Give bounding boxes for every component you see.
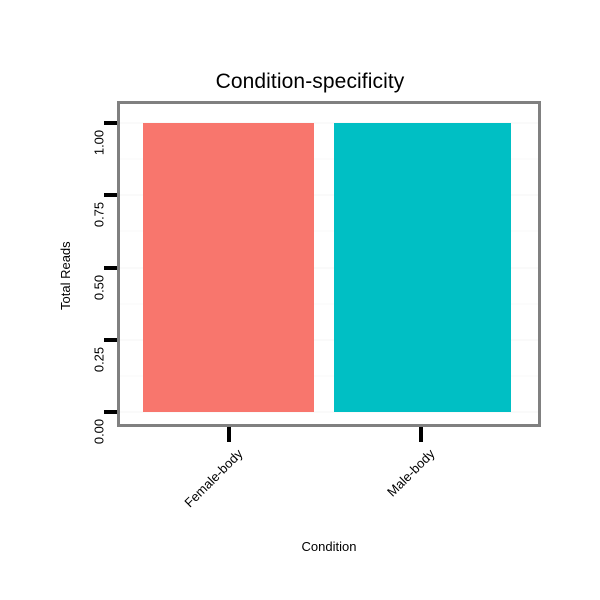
y-tick-mark (104, 193, 117, 198)
bar[interactable] (143, 123, 314, 412)
chart-title: Condition-specificity (215, 70, 405, 93)
gridline-major (120, 122, 538, 124)
gridline-minor (120, 230, 538, 233)
y-tick-label: 1.00 (91, 129, 107, 156)
gridline-minor (120, 158, 538, 161)
plot-panel-inner (120, 104, 538, 424)
x-tick-mark (227, 427, 231, 442)
bar[interactable] (334, 123, 511, 412)
y-tick-label: 0.50 (91, 274, 107, 300)
y-axis-title: Total Reads (58, 241, 73, 310)
gridline-major (120, 338, 538, 341)
gridline-major (120, 266, 538, 269)
gridline-major (120, 411, 538, 413)
x-tick-mark (419, 427, 423, 442)
y-tick-label: 0.00 (91, 418, 107, 445)
x-tick-label: Male-body (384, 446, 438, 500)
y-tick-mark (104, 265, 117, 270)
y-tick-label: 0.25 (91, 346, 107, 372)
x-tick-label: Female-body (181, 446, 246, 511)
y-tick-mark (104, 410, 117, 414)
x-axis-title: Condition (301, 539, 357, 554)
y-tick-mark (104, 121, 117, 125)
gridline-minor (120, 374, 538, 377)
gridline-minor (120, 302, 538, 305)
plot-panel (117, 101, 541, 427)
gridline-major (120, 194, 538, 197)
y-tick-mark (104, 337, 117, 342)
y-tick-label: 0.75 (91, 202, 107, 228)
